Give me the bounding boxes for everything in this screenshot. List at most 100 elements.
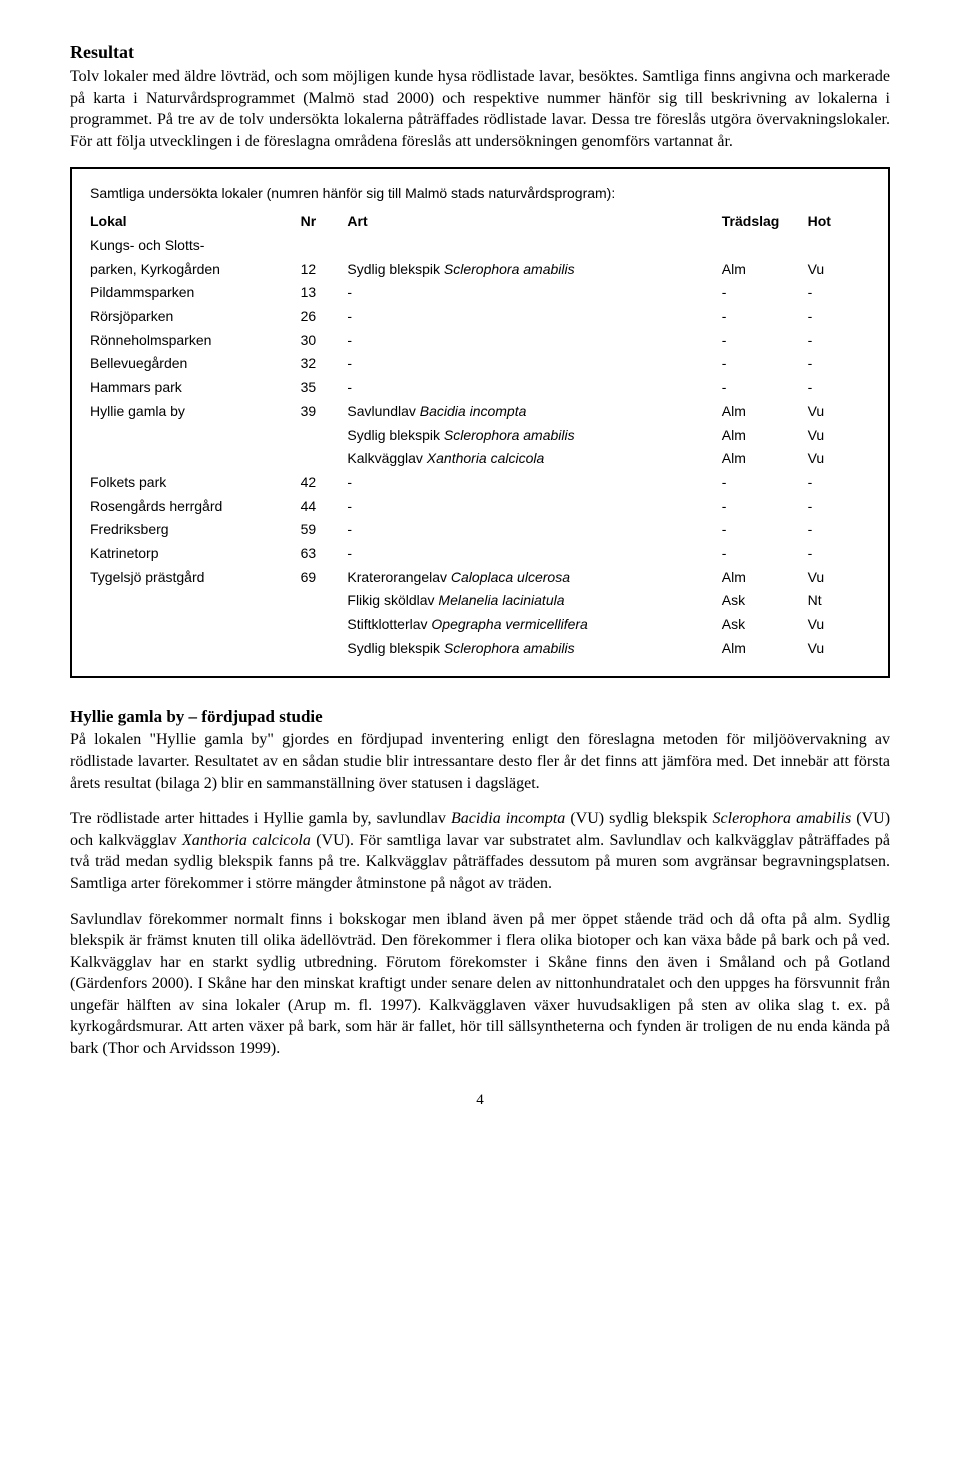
table-cell: - [808, 542, 870, 566]
table-cell [722, 234, 808, 258]
table-cell: - [808, 518, 870, 542]
table-row: Tygelsjö prästgård69Kraterorangelav Calo… [90, 566, 870, 590]
table-cell: - [347, 329, 721, 353]
th-nr: Nr [301, 210, 348, 234]
table-cell: - [347, 495, 721, 519]
table-row: Katrinetorp63--- [90, 542, 870, 566]
table-cell: Hyllie gamla by [90, 400, 301, 424]
table-cell: Sydlig blekspik Sclerophora amabilis [347, 637, 721, 661]
table-cell: Hammars park [90, 376, 301, 400]
hyllie-heading: Hyllie gamla by – fördjupad studie [70, 706, 890, 729]
table-cell: - [347, 376, 721, 400]
hyllie-para-2: Tre rödlistade arter hittades i Hyllie g… [70, 808, 890, 894]
table-cell: - [347, 281, 721, 305]
table-cell: Vu [808, 637, 870, 661]
table-cell [90, 613, 301, 637]
table-cell: - [347, 305, 721, 329]
table-cell: Alm [722, 447, 808, 471]
table-row: Hyllie gamla by39Savlundlav Bacidia inco… [90, 400, 870, 424]
table-cell: 30 [301, 329, 348, 353]
table-cell [90, 637, 301, 661]
table-cell: Folkets park [90, 471, 301, 495]
table-row: Kalkvägglav Xanthoria calcicolaAlmVu [90, 447, 870, 471]
table-cell: parken, Kyrkogården [90, 258, 301, 282]
table-cell: - [722, 471, 808, 495]
table-row: Rosengårds herrgård44--- [90, 495, 870, 519]
table-cell: - [808, 471, 870, 495]
table-cell: 44 [301, 495, 348, 519]
table-cell [90, 424, 301, 448]
resultat-heading: Resultat [70, 40, 890, 64]
table-cell [301, 424, 348, 448]
table-cell: - [347, 542, 721, 566]
table-cell: Vu [808, 424, 870, 448]
table-header-row: Lokal Nr Art Trädslag Hot [90, 210, 870, 234]
table-cell: 32 [301, 352, 348, 376]
table-row: Bellevuegården32--- [90, 352, 870, 376]
th-art: Art [347, 210, 721, 234]
th-lokal: Lokal [90, 210, 301, 234]
table-cell: - [722, 495, 808, 519]
table-cell: - [722, 376, 808, 400]
table-cell: 35 [301, 376, 348, 400]
table-cell: Alm [722, 566, 808, 590]
th-tradslag: Trädslag [722, 210, 808, 234]
table-row: Pildammsparken13--- [90, 281, 870, 305]
table-cell [301, 234, 348, 258]
table-cell: Rörsjöparken [90, 305, 301, 329]
table-cell: 26 [301, 305, 348, 329]
table-cell: - [722, 305, 808, 329]
table-cell [301, 637, 348, 661]
table-cell: - [808, 329, 870, 353]
table-row: Rörsjöparken26--- [90, 305, 870, 329]
table-cell [301, 589, 348, 613]
table-cell: - [347, 471, 721, 495]
table-cell: Vu [808, 613, 870, 637]
table-cell: Katrinetorp [90, 542, 301, 566]
table-cell: Kalkvägglav Xanthoria calcicola [347, 447, 721, 471]
table-cell: Sydlig blekspik Sclerophora amabilis [347, 258, 721, 282]
table-cell: Kungs- och Slotts- [90, 234, 301, 258]
table-cell: - [347, 518, 721, 542]
table-row: Flikig sköldlav Melanelia laciniatulaAsk… [90, 589, 870, 613]
table-cell [808, 234, 870, 258]
table-row: parken, Kyrkogården12Sydlig blekspik Scl… [90, 258, 870, 282]
table-cell: - [808, 376, 870, 400]
table-cell: Sydlig blekspik Sclerophora amabilis [347, 424, 721, 448]
table-cell: Rönneholmsparken [90, 329, 301, 353]
table-row: Folkets park42--- [90, 471, 870, 495]
table-cell: 69 [301, 566, 348, 590]
table-cell: Alm [722, 400, 808, 424]
hyllie-para-3: Savlundlav förekommer normalt finns i bo… [70, 909, 890, 1060]
th-hot: Hot [808, 210, 870, 234]
table-cell: 13 [301, 281, 348, 305]
table-cell: - [722, 352, 808, 376]
table-cell [90, 447, 301, 471]
table-row: Rönneholmsparken30--- [90, 329, 870, 353]
table-cell: 39 [301, 400, 348, 424]
table-body: Kungs- och Slotts-parken, Kyrkogården12S… [90, 234, 870, 660]
table-cell: - [722, 281, 808, 305]
table-cell: Tygelsjö prästgård [90, 566, 301, 590]
table-cell: Nt [808, 589, 870, 613]
table-cell: Savlundlav Bacidia incompta [347, 400, 721, 424]
table-row: Stiftklotterlav Opegrapha vermicellifera… [90, 613, 870, 637]
table-cell: - [808, 352, 870, 376]
table-cell: - [722, 329, 808, 353]
table-cell: Kraterorangelav Caloplaca ulcerosa [347, 566, 721, 590]
resultat-paragraph: Tolv lokaler med äldre lövträd, och som … [70, 66, 890, 152]
hyllie-para-1: På lokalen "Hyllie gamla by" gjordes en … [70, 729, 890, 794]
table-cell: Alm [722, 637, 808, 661]
table-cell: Rosengårds herrgård [90, 495, 301, 519]
table-cell: Vu [808, 258, 870, 282]
table-cell: - [808, 495, 870, 519]
table-row: Hammars park35--- [90, 376, 870, 400]
page-number: 4 [70, 1090, 890, 1110]
table-cell: 42 [301, 471, 348, 495]
table-cell [90, 589, 301, 613]
table-cell: - [808, 305, 870, 329]
table-cell: Vu [808, 566, 870, 590]
table-cell: Ask [722, 613, 808, 637]
table-cell: Flikig sköldlav Melanelia laciniatula [347, 589, 721, 613]
table-row: Sydlig blekspik Sclerophora amabilisAlmV… [90, 637, 870, 661]
